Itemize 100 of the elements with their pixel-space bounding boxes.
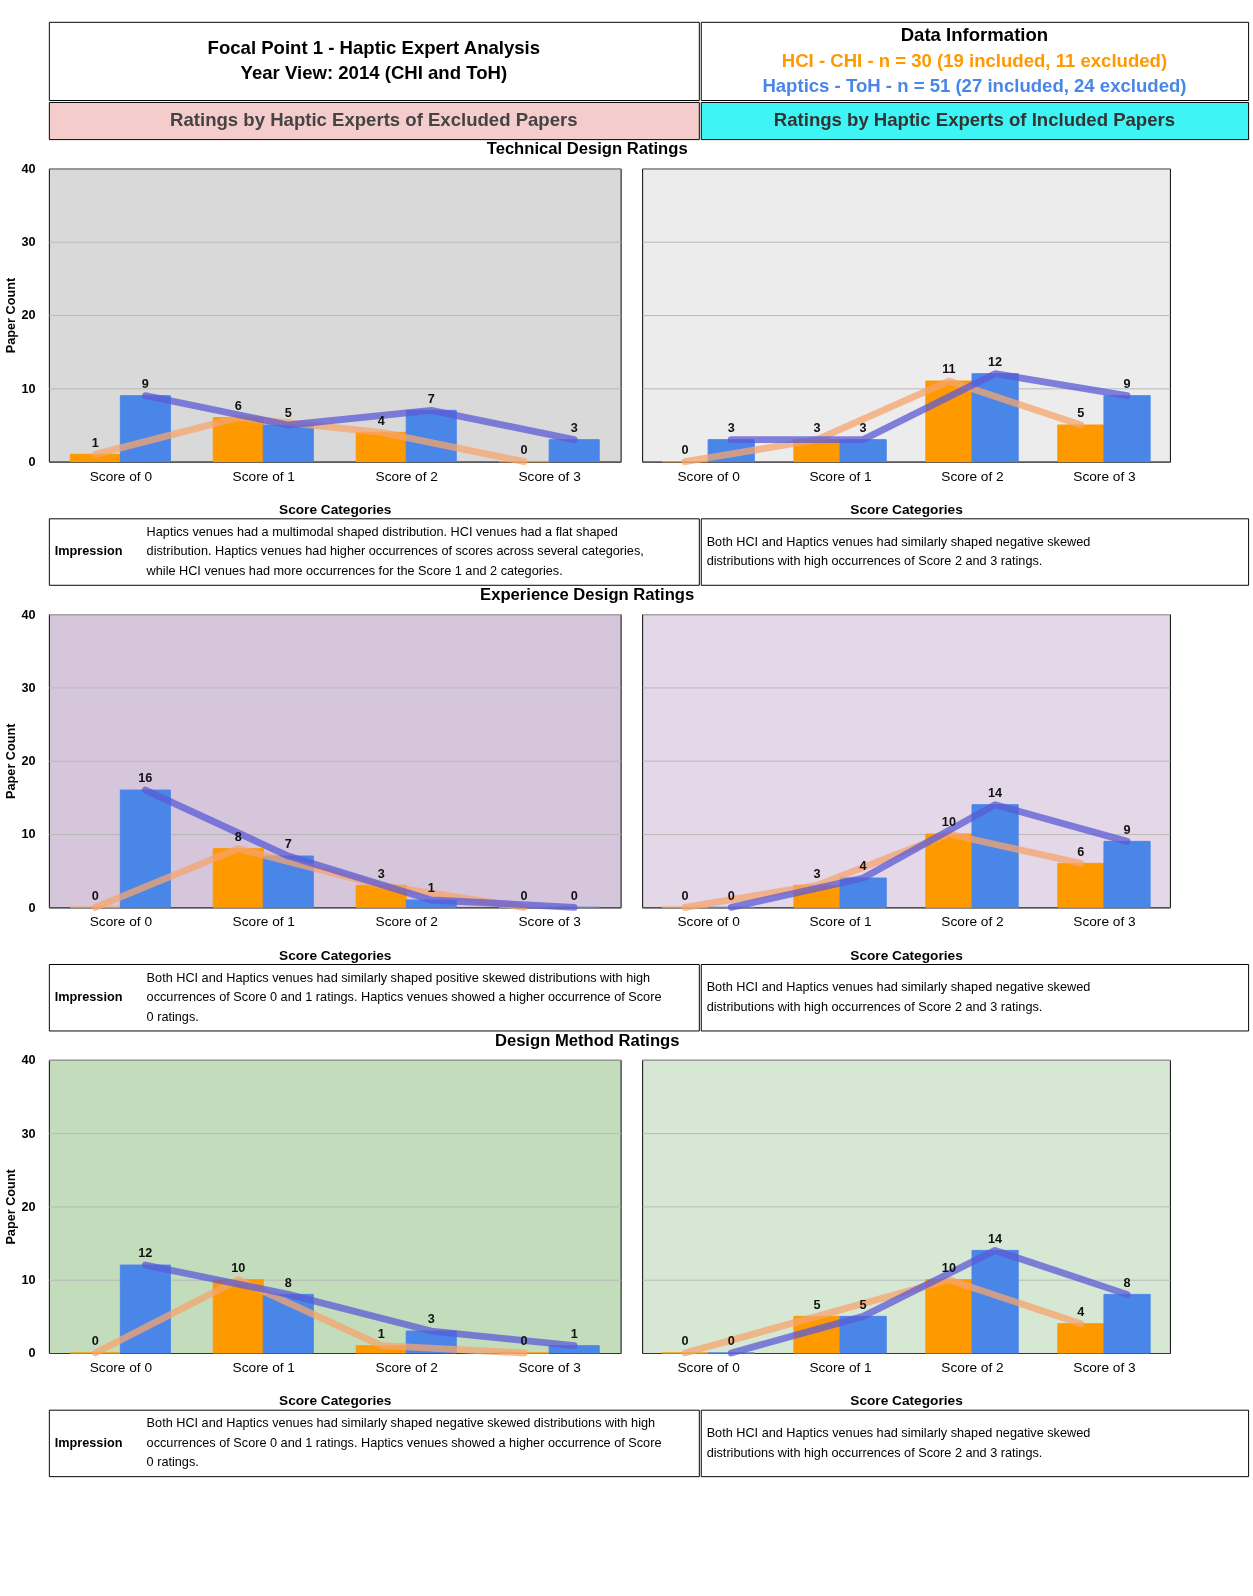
x-tick-label: Score of 1 bbox=[809, 1360, 872, 1376]
x-tick-label: Score of 0 bbox=[677, 1360, 741, 1376]
text: Impression bbox=[54, 990, 123, 1005]
text: Haptics venues had a multimodal shaped distribution. HCI venues had a flat shaped distribution. Haptics venues had higher occurrences of scores across several categories, while HCI venues had more occurrences for the Score 1 and 2 categories. bbox=[145, 524, 644, 579]
data-label: 12 bbox=[988, 354, 1003, 369]
data-label: 8 bbox=[1123, 1275, 1131, 1290]
data-label: 0 bbox=[91, 888, 99, 903]
data-label: 3 bbox=[570, 420, 578, 435]
x-axis-title: Score Categories bbox=[850, 947, 964, 963]
y-tick-label: 40 bbox=[21, 1053, 36, 1068]
data-label: 3 bbox=[377, 866, 385, 881]
data-label: 4 bbox=[1077, 1304, 1085, 1319]
data-label: 3 bbox=[727, 420, 735, 435]
text: Ratings by Haptic Experts of Included Papers bbox=[773, 109, 1176, 131]
y-tick-label: 0 bbox=[28, 455, 36, 470]
text: Year View: 2014 (CHI and ToH) bbox=[240, 62, 508, 84]
y-tick-label: 10 bbox=[21, 381, 36, 396]
x-axis-title: Score Categories bbox=[279, 1393, 392, 1409]
data-label: 9 bbox=[1123, 822, 1131, 837]
y-tick-label: 20 bbox=[21, 754, 36, 769]
text: Impression bbox=[54, 544, 123, 559]
data-label: 5 bbox=[284, 406, 292, 421]
data-label: 1 bbox=[377, 1326, 385, 1341]
x-axis-title: Score Categories bbox=[279, 947, 392, 963]
data-label: 9 bbox=[141, 376, 149, 391]
data-label: 5 bbox=[813, 1297, 821, 1312]
x-axis-title: Score Categories bbox=[279, 501, 392, 517]
chart-title: Design Method Ratings bbox=[494, 1030, 680, 1050]
y-axis-title: Paper Count bbox=[3, 1168, 18, 1245]
x-tick-label: Score of 0 bbox=[677, 914, 741, 930]
data-label: 0 bbox=[520, 442, 528, 457]
data-label: 1 bbox=[91, 435, 99, 450]
y-tick-label: 0 bbox=[28, 900, 36, 915]
y-tick-label: 30 bbox=[21, 1126, 36, 1141]
data-label: 16 bbox=[138, 771, 153, 786]
data-label: 10 bbox=[941, 1260, 956, 1275]
text: Ratings by Haptic Experts of Excluded Papers bbox=[170, 109, 578, 131]
x-tick-label: Score of 0 bbox=[89, 1360, 153, 1376]
text: Focal Point 1 - Haptic Expert Analysis bbox=[207, 37, 541, 59]
x-tick-label: Score of 2 bbox=[941, 1360, 1004, 1376]
text: Both HCI and Haptics venues had similarly shaped negative skewed distributions with high occurrences of Score 2 and 3 ratings. bbox=[706, 534, 1091, 569]
x-tick-label: Score of 3 bbox=[518, 468, 581, 484]
text: Both HCI and Haptics venues had similarly shaped negative skewed distributions with high occurrences of Score 0 and 1 ratings. Haptics venues showed a higher occurrence of Score 0 ratings. bbox=[146, 1416, 662, 1470]
data-label: 0 bbox=[570, 888, 578, 903]
x-tick-label: Score of 0 bbox=[677, 468, 741, 484]
data-label: 0 bbox=[727, 888, 735, 903]
y-tick-label: 30 bbox=[21, 235, 36, 250]
text: Haptics - ToH - n = 51 (27 included, 24 excluded) bbox=[762, 75, 1187, 97]
data-label: 8 bbox=[284, 1275, 292, 1290]
data-label: 12 bbox=[138, 1246, 153, 1261]
y-tick-label: 10 bbox=[21, 827, 36, 842]
x-tick-label: Score of 1 bbox=[232, 1360, 295, 1376]
data-label: 5 bbox=[1077, 406, 1085, 421]
x-tick-label: Score of 1 bbox=[809, 468, 872, 484]
y-tick-label: 30 bbox=[21, 680, 36, 695]
data-label: 1 bbox=[570, 1326, 578, 1341]
y-tick-label: 20 bbox=[21, 1199, 36, 1214]
x-tick-label: Score of 3 bbox=[1073, 1360, 1136, 1376]
x-tick-label: Score of 0 bbox=[89, 914, 153, 930]
x-tick-label: Score of 2 bbox=[375, 1360, 438, 1376]
data-label: 6 bbox=[234, 398, 242, 413]
x-tick-label: Score of 2 bbox=[941, 468, 1004, 484]
data-label: 7 bbox=[427, 391, 435, 406]
x-tick-label: Score of 1 bbox=[232, 914, 295, 930]
x-tick-label: Score of 1 bbox=[809, 914, 872, 930]
data-label: 3 bbox=[813, 866, 821, 881]
data-label: 0 bbox=[91, 1334, 99, 1349]
y-axis-title: Paper Count bbox=[3, 277, 18, 354]
x-tick-label: Score of 0 bbox=[89, 468, 153, 484]
data-label: 5 bbox=[859, 1297, 867, 1312]
text: Both HCI and Haptics venues had similarly shaped negative skewed distributions with high occurrences of Score 2 and 3 ratings. bbox=[706, 1426, 1091, 1460]
data-label: 0 bbox=[520, 888, 528, 903]
x-axis-title: Score Categories bbox=[850, 1393, 964, 1409]
chart-title: Technical Design Ratings bbox=[486, 139, 688, 159]
data-label: 8 bbox=[234, 829, 242, 844]
data-label: 4 bbox=[377, 413, 385, 428]
data-label: 0 bbox=[681, 1334, 689, 1349]
y-tick-label: 20 bbox=[21, 308, 36, 323]
text: HCI - CHI - n = 30 (19 included, 11 excluded) bbox=[781, 49, 1168, 71]
chart-title: Experience Design Ratings bbox=[480, 584, 695, 604]
x-tick-label: Score of 3 bbox=[1073, 468, 1136, 484]
data-label: 11 bbox=[942, 362, 956, 377]
data-label: 14 bbox=[988, 785, 1003, 800]
data-label: 0 bbox=[520, 1334, 528, 1349]
text: Both HCI and Haptics venues had similarly shaped positive skewed distributions with high occurrences of Score 0 and 1 ratings. Haptics venues showed a higher occurrence of Score 0 ratings. bbox=[146, 970, 662, 1024]
data-label: 3 bbox=[813, 420, 821, 435]
data-label: 7 bbox=[284, 837, 292, 852]
x-tick-label: Score of 3 bbox=[518, 914, 581, 930]
data-label: 4 bbox=[859, 859, 867, 874]
x-tick-label: Score of 1 bbox=[232, 468, 295, 484]
x-axis-title: Score Categories bbox=[850, 501, 964, 517]
data-label: 6 bbox=[1077, 844, 1085, 859]
x-tick-label: Score of 2 bbox=[375, 914, 438, 930]
data-label: 10 bbox=[941, 815, 956, 830]
y-axis-title: Paper Count bbox=[3, 722, 18, 799]
y-tick-label: 40 bbox=[21, 607, 36, 622]
x-tick-label: Score of 2 bbox=[941, 914, 1004, 930]
data-label: 0 bbox=[681, 442, 689, 457]
data-label: 9 bbox=[1123, 376, 1131, 391]
y-tick-label: 40 bbox=[21, 161, 36, 176]
